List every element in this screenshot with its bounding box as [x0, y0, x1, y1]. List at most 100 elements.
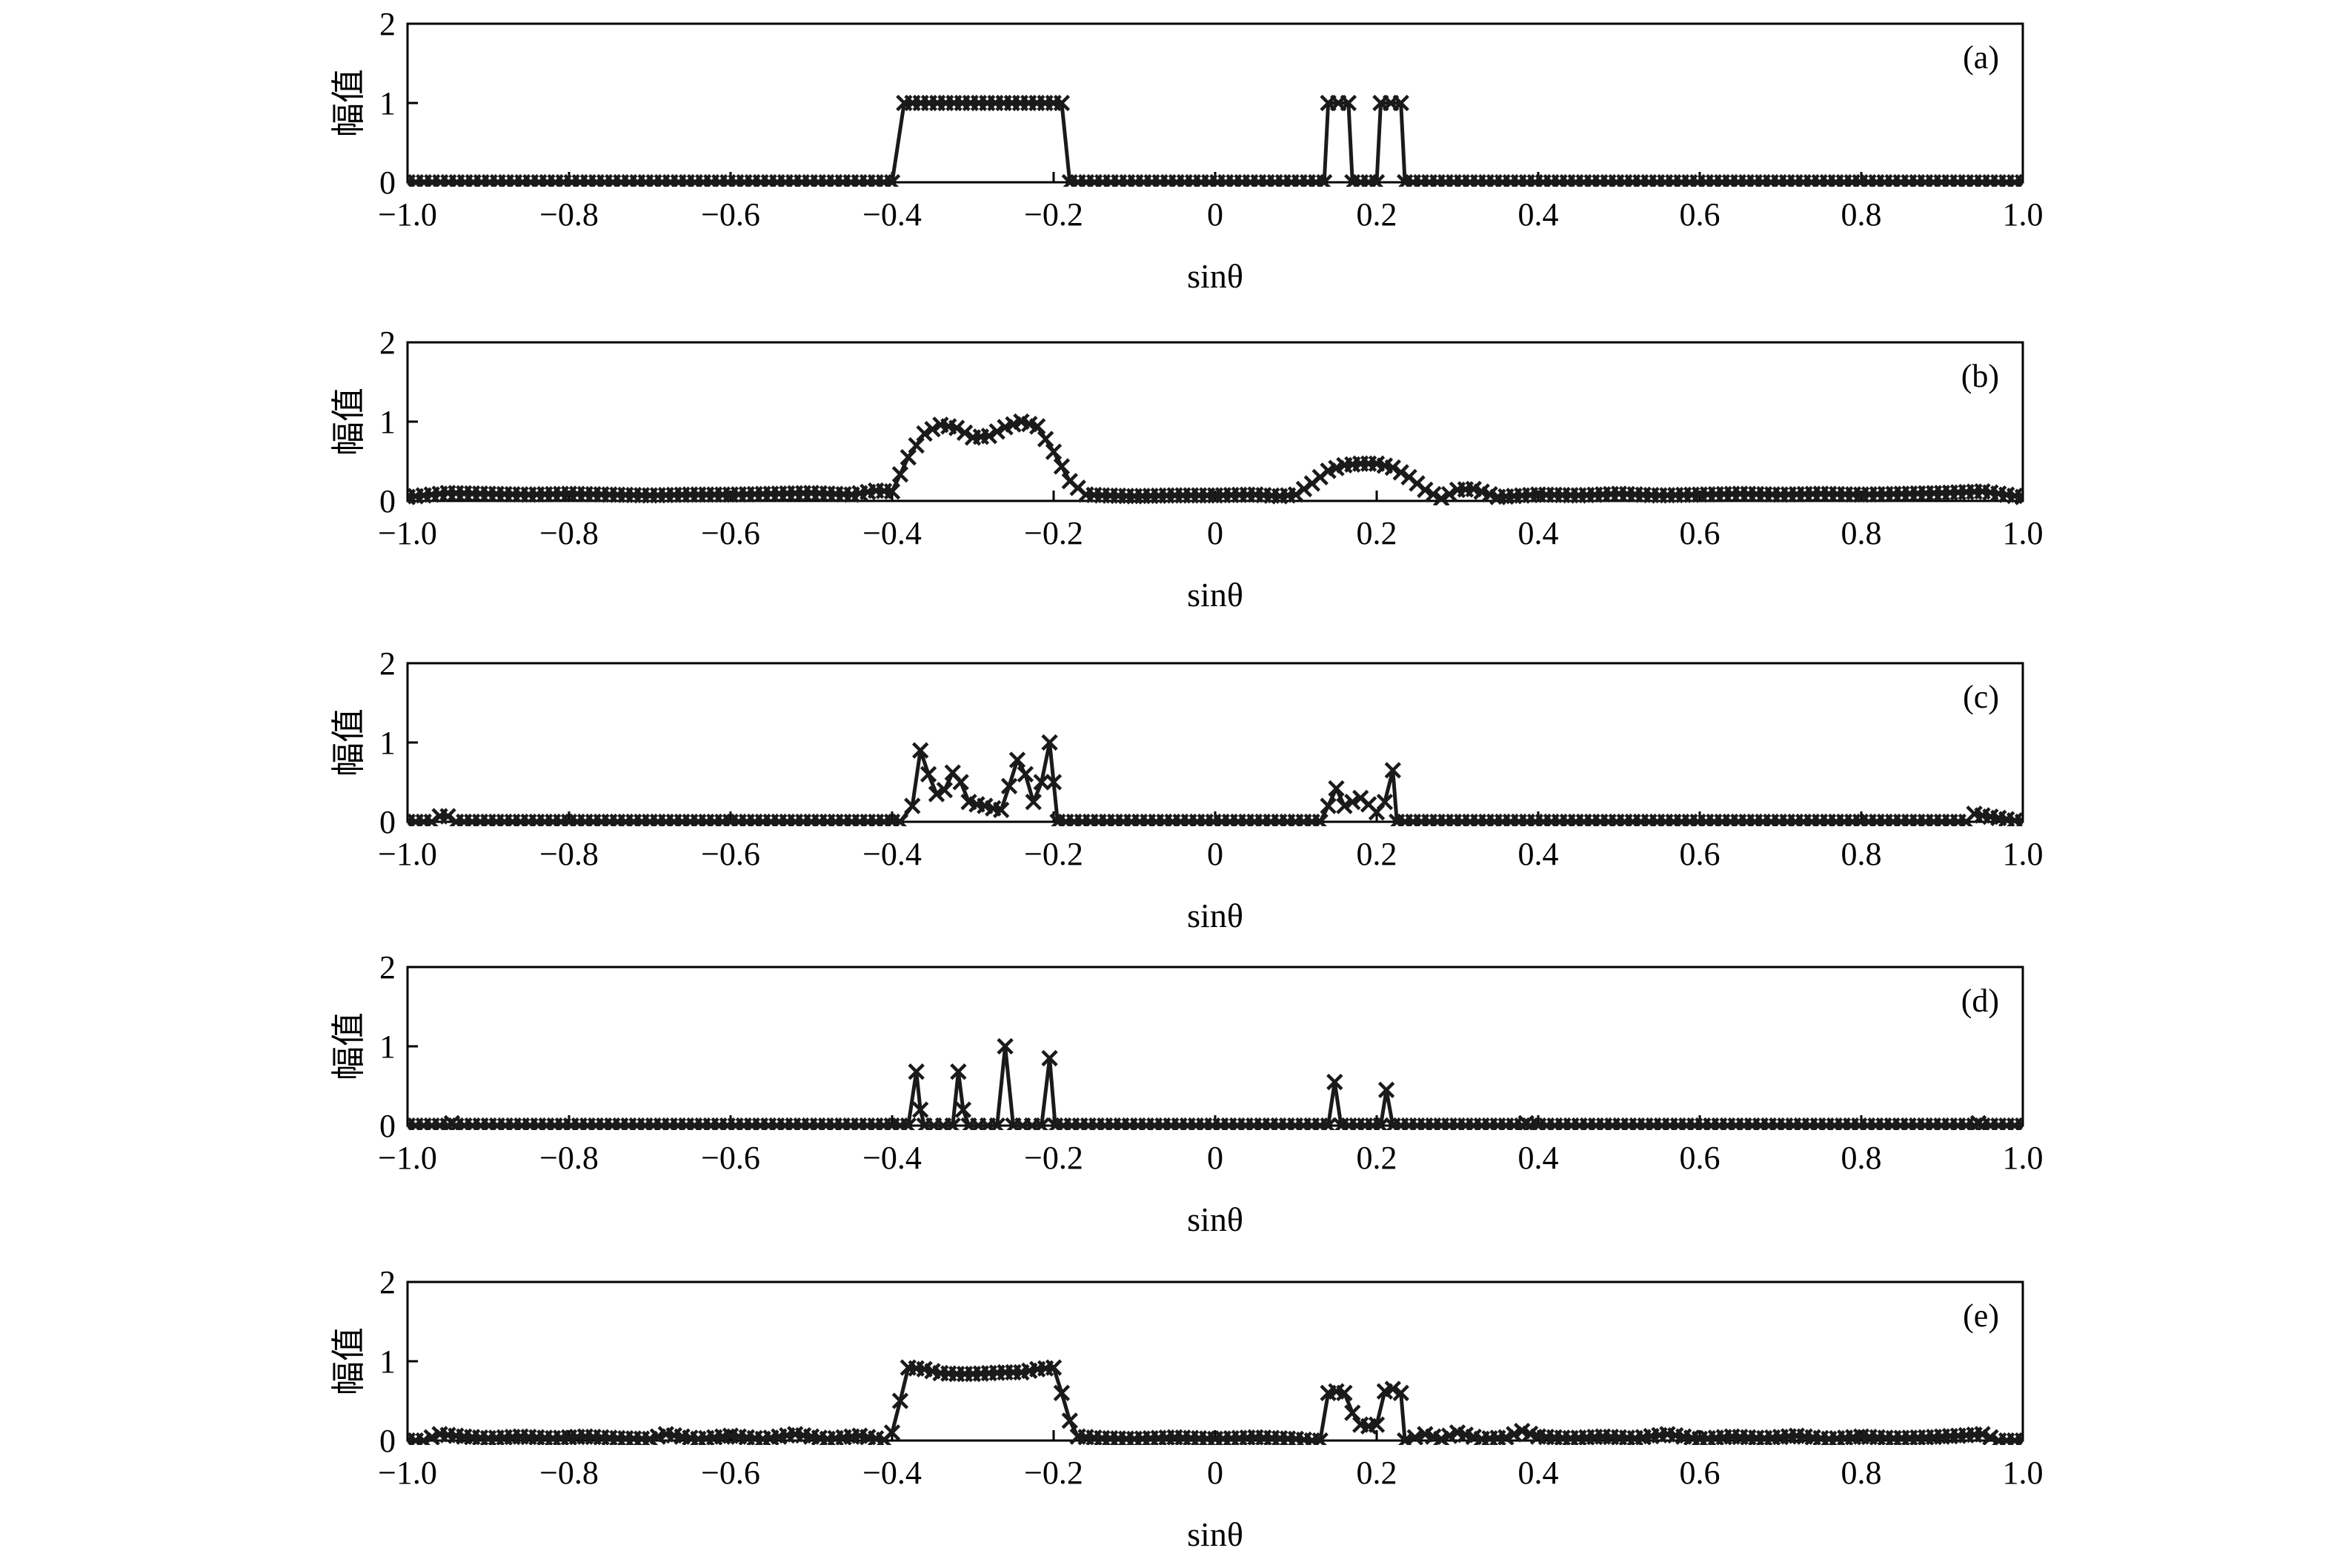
x-tick-label: 1.0: [2003, 515, 2044, 551]
x-tick-label: −1.0: [378, 1140, 437, 1176]
x-tick-label: 1.0: [2003, 1140, 2044, 1176]
y-tick-label: 0: [379, 1423, 396, 1459]
plot-frame: [406, 662, 2024, 823]
data-point-marker: [1372, 1117, 1389, 1130]
panel-tag: (b): [1961, 358, 1999, 394]
data-point-marker: [2014, 813, 2023, 826]
y-axis-label: 幅值: [328, 1327, 368, 1395]
data-point-marker: [1506, 1426, 1523, 1443]
x-tick-label: −0.2: [1024, 1140, 1083, 1176]
y-tick-label: 2: [379, 6, 396, 42]
x-tick-label: −1.0: [378, 196, 437, 233]
x-tick-label: 1.0: [2003, 836, 2044, 872]
y-axis-label: 幅值: [328, 708, 368, 777]
data-point-marker: [1384, 1381, 1401, 1398]
data-point-marker: [928, 785, 945, 803]
x-tick-label: −0.6: [701, 515, 760, 551]
y-tick-label: 1: [379, 1343, 396, 1380]
x-axis-label: sinθ: [1187, 576, 1243, 614]
data-point-marker: [1433, 490, 1450, 505]
data-point-marker: [1384, 762, 1401, 779]
panel-tag: (e): [1963, 1298, 1999, 1334]
x-tick-label: −0.4: [862, 1455, 922, 1491]
y-tick-label: 2: [379, 1264, 396, 1300]
x-tick-label: 0.8: [1841, 515, 1882, 551]
panel-c: −1.0 −0.8 −0.6 −0.4 −0.2 0 0.2 0.4 0.6 0.8 1.0 0 1 2 s…: [328, 645, 2044, 934]
data-point-marker: [911, 742, 929, 759]
data-point-marker: [908, 1063, 925, 1080]
data-point-marker: [1320, 462, 1337, 479]
data-point-marker: [1440, 485, 1458, 503]
data-point-marker: [1974, 1426, 1991, 1443]
x-tick-label: 0.8: [1841, 836, 1882, 872]
data-point-marker: [1368, 173, 1386, 187]
data-point-marker: [911, 1101, 929, 1118]
series-line: [408, 1044, 2023, 1128]
y-tick-label: 0: [379, 483, 396, 519]
series-group: [408, 94, 2023, 187]
data-point-marker: [924, 420, 941, 438]
series-group: [408, 1037, 2023, 1130]
plot-frame: [406, 341, 2024, 502]
data-point-marker: [1053, 94, 1071, 112]
x-tick-label: −0.8: [539, 1140, 599, 1176]
data-point-marker: [1344, 794, 1361, 811]
data-point-marker: [883, 173, 901, 187]
data-point-marker: [1336, 797, 1353, 814]
panel-a: −1.0 −0.8 −0.6 −0.4 −0.2 0 0.2 0.4 0.6 0.8 1.0 0 1 2 s…: [328, 6, 2044, 295]
data-point-marker: [1481, 485, 1498, 503]
data-point-marker: [956, 424, 974, 442]
y-axis-label: 幅值: [328, 388, 368, 456]
data-point-marker: [1295, 480, 1313, 498]
data-point-marker: [883, 482, 901, 500]
data-point-marker: [1017, 765, 1034, 783]
x-tick-label: −0.4: [862, 196, 922, 233]
x-tick-label: 0.6: [1680, 1455, 1720, 1491]
data-point-marker: [1326, 1073, 1343, 1091]
x-tick-label: −0.4: [862, 836, 922, 872]
panel-d: −1.0 −0.8 −0.6 −0.4 −0.2 0 0.2 0.4 0.6 0.8 1.0 0 1 2 s…: [328, 949, 2044, 1238]
x-tick-label: 0.6: [1680, 1140, 1720, 1176]
data-point-marker: [1440, 1427, 1458, 1444]
data-point-marker: [950, 1063, 967, 1080]
data-point-marker: [1033, 1117, 1050, 1130]
y-tick-label: 1: [379, 404, 396, 440]
y-tick-label: 2: [379, 949, 396, 986]
data-point-marker: [952, 774, 969, 791]
data-point-marker: [1473, 483, 1490, 500]
x-tick-label: −1.0: [378, 1455, 437, 1491]
series-line: [408, 740, 2023, 824]
data-point-marker: [1000, 777, 1018, 795]
y-tick-label: 0: [379, 1108, 396, 1144]
y-tick-label: 0: [379, 165, 396, 201]
data-point-marker: [1392, 94, 1409, 112]
x-axis-label: sinθ: [1187, 1200, 1243, 1238]
plot-frame: [406, 1280, 2024, 1442]
data-point-marker: [1384, 459, 1401, 476]
y-tick-label: 2: [379, 645, 396, 682]
x-tick-label: −0.8: [539, 515, 599, 551]
x-tick-label: 0.4: [1518, 196, 1559, 233]
y-tick-label: 2: [379, 325, 396, 361]
data-point-marker: [415, 1432, 432, 1445]
x-tick-label: −0.4: [862, 1140, 922, 1176]
x-tick-label: 0.2: [1357, 1140, 1397, 1176]
x-tick-label: 0: [1207, 515, 1223, 551]
x-tick-label: 0.2: [1357, 196, 1397, 233]
data-point-marker: [908, 436, 925, 454]
series-group: [408, 1359, 2023, 1445]
x-tick-label: −0.8: [539, 836, 599, 872]
data-point-marker: [1328, 780, 1345, 797]
data-point-marker: [1514, 1422, 1531, 1440]
data-point-marker: [1025, 794, 1042, 811]
y-tick-label: 1: [379, 1029, 396, 1065]
series-group: [408, 413, 2023, 505]
data-point-marker: [900, 1117, 917, 1130]
data-point-marker: [1392, 1384, 1409, 1401]
series-line: [408, 101, 2023, 185]
y-axis-label: 幅值: [328, 69, 368, 137]
series-line: [408, 1366, 2023, 1443]
x-tick-label: 0.2: [1357, 1455, 1397, 1491]
x-tick-label: −0.4: [862, 515, 922, 551]
